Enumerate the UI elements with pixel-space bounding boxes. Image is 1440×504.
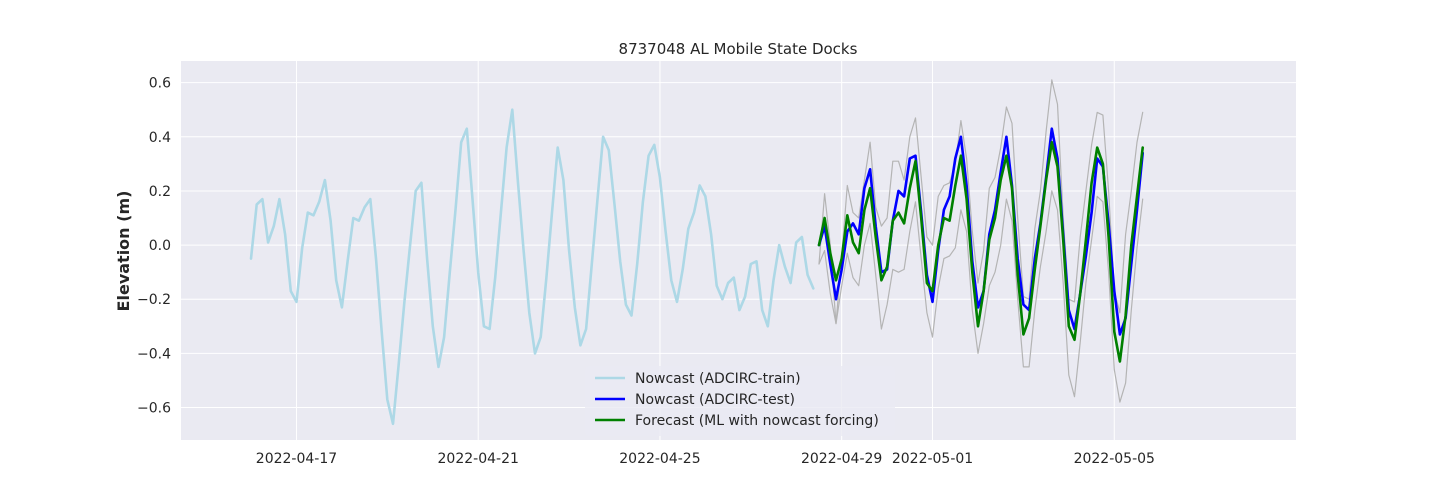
x-tick-label: 2022-05-05 [1074, 451, 1155, 467]
legend-box [585, 366, 895, 436]
series-lines [249, 79, 1144, 426]
ensemble-bound-line [818, 79, 1144, 325]
y-tick-label: 0.2 [149, 184, 171, 200]
x-tick-label: 2022-04-21 [438, 451, 519, 467]
y-tick-label: 0.4 [149, 130, 171, 146]
x-tick-label: 2022-04-29 [801, 451, 882, 467]
y-axis-label: Elevation (m) [114, 191, 133, 312]
x-tick-label: 2022-04-25 [619, 451, 700, 467]
tick-labels: −0.6 −0.4 −0.2 0.0 0.2 0.4 0.6 2022-04-17 2022-0… [137, 76, 1155, 467]
y-tick-label: −0.2 [137, 292, 171, 308]
y-tick-label: −0.4 [137, 346, 171, 362]
series-line-1 [817, 127, 1144, 336]
y-tick-label: 0.6 [149, 76, 171, 92]
ensemble-bound-line [818, 190, 1144, 403]
legend-label: Nowcast (ADCIRC-test) [635, 392, 795, 408]
y-tick-label: −0.6 [137, 401, 171, 417]
legend-label: Nowcast (ADCIRC-train) [635, 371, 801, 387]
series-line-0 [249, 108, 815, 426]
series-line-2 [817, 140, 1144, 363]
y-tick-label: 0.0 [149, 238, 171, 254]
legend: Nowcast (ADCIRC-train) Nowcast (ADCIRC-te… [585, 366, 895, 436]
chart-title: 8737048 AL Mobile State Docks [619, 40, 858, 58]
legend-label: Forecast (ML with nowcast forcing) [635, 413, 879, 429]
x-tick-label: 2022-05-01 [892, 451, 973, 467]
x-tick-label: 2022-04-17 [256, 451, 337, 467]
